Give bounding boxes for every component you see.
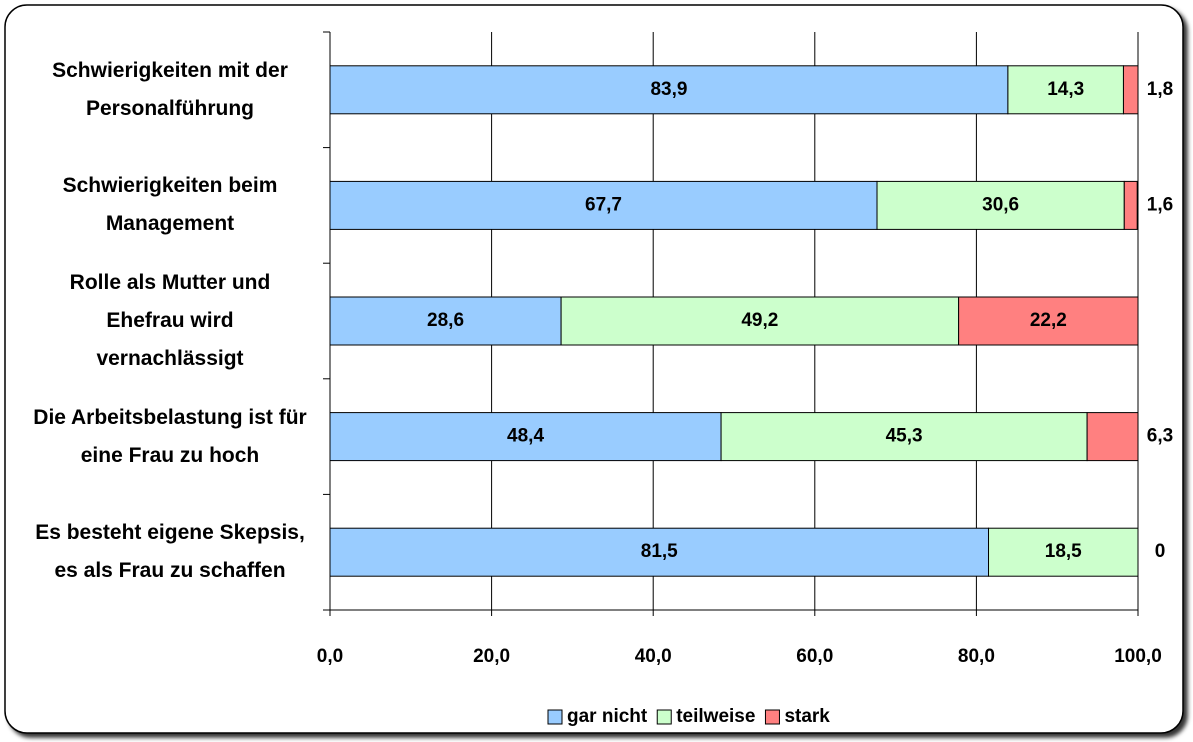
- data-label: 0: [1155, 541, 1166, 562]
- bar: [876, 180, 1125, 230]
- data-label: 30,6: [982, 194, 1019, 215]
- bar: [560, 296, 960, 346]
- data-label: 14,3: [1047, 79, 1084, 100]
- y-tick-label: Rolle als Mutter und Ehefrau wird vernac…: [30, 263, 310, 379]
- data-label: 49,2: [741, 310, 778, 331]
- data-label: 1,8: [1147, 79, 1173, 100]
- legend-label: gar nicht: [567, 706, 648, 727]
- legend-label: stark: [784, 706, 830, 727]
- bar: [1007, 65, 1124, 115]
- data-label: 45,3: [886, 426, 923, 447]
- y-tick-label: Schwierigkeiten mit der Personalführung: [30, 32, 310, 148]
- x-tick-label: 20,0: [473, 646, 510, 667]
- x-tick-label: 60,0: [796, 646, 833, 667]
- bar: [329, 527, 990, 577]
- y-tick-label: Schwierigkeiten beim Management: [30, 148, 310, 264]
- bar: [1123, 180, 1138, 230]
- y-tick-label: Die Arbeitsbelastung ist für eine Frau z…: [30, 379, 310, 495]
- bar: [329, 412, 722, 462]
- x-tick-label: 100,0: [1114, 646, 1162, 667]
- data-label: 48,4: [507, 426, 544, 447]
- bar: [329, 296, 562, 346]
- data-label: 28,6: [427, 310, 464, 331]
- data-label: 67,7: [585, 194, 622, 215]
- category-text: Schwierigkeiten beim Management: [62, 174, 278, 236]
- category-text: Es besteht eigene Skepsis, es als Frau z…: [35, 521, 305, 583]
- bar: [988, 527, 1139, 577]
- bar: [329, 180, 878, 230]
- legend-swatch: [656, 709, 672, 725]
- category-text: Die Arbeitsbelastung ist für eine Frau z…: [33, 405, 307, 467]
- data-label: 6,3: [1147, 426, 1173, 447]
- category-text: Schwierigkeiten mit der Personalführung: [52, 58, 288, 120]
- legend-label: teilweise: [676, 706, 755, 727]
- bar: [1122, 65, 1139, 115]
- x-tick-label: 40,0: [635, 646, 672, 667]
- category-text: Rolle als Mutter und Ehefrau wird vernac…: [69, 270, 271, 370]
- bar: [1086, 412, 1139, 462]
- legend-swatch: [764, 709, 780, 725]
- data-label: 22,2: [1030, 310, 1067, 331]
- x-tick-label: 0,0: [317, 646, 343, 667]
- legend-swatch: [547, 709, 563, 725]
- data-label: 83,9: [650, 79, 687, 100]
- data-label: 18,5: [1045, 541, 1082, 562]
- bar: [720, 412, 1088, 462]
- data-label: 1,6: [1147, 194, 1173, 215]
- y-tick-label: Es besteht eigene Skepsis, es als Frau z…: [30, 494, 310, 610]
- bar: [958, 296, 1139, 346]
- data-label: 81,5: [641, 541, 678, 562]
- x-tick-label: 80,0: [958, 646, 995, 667]
